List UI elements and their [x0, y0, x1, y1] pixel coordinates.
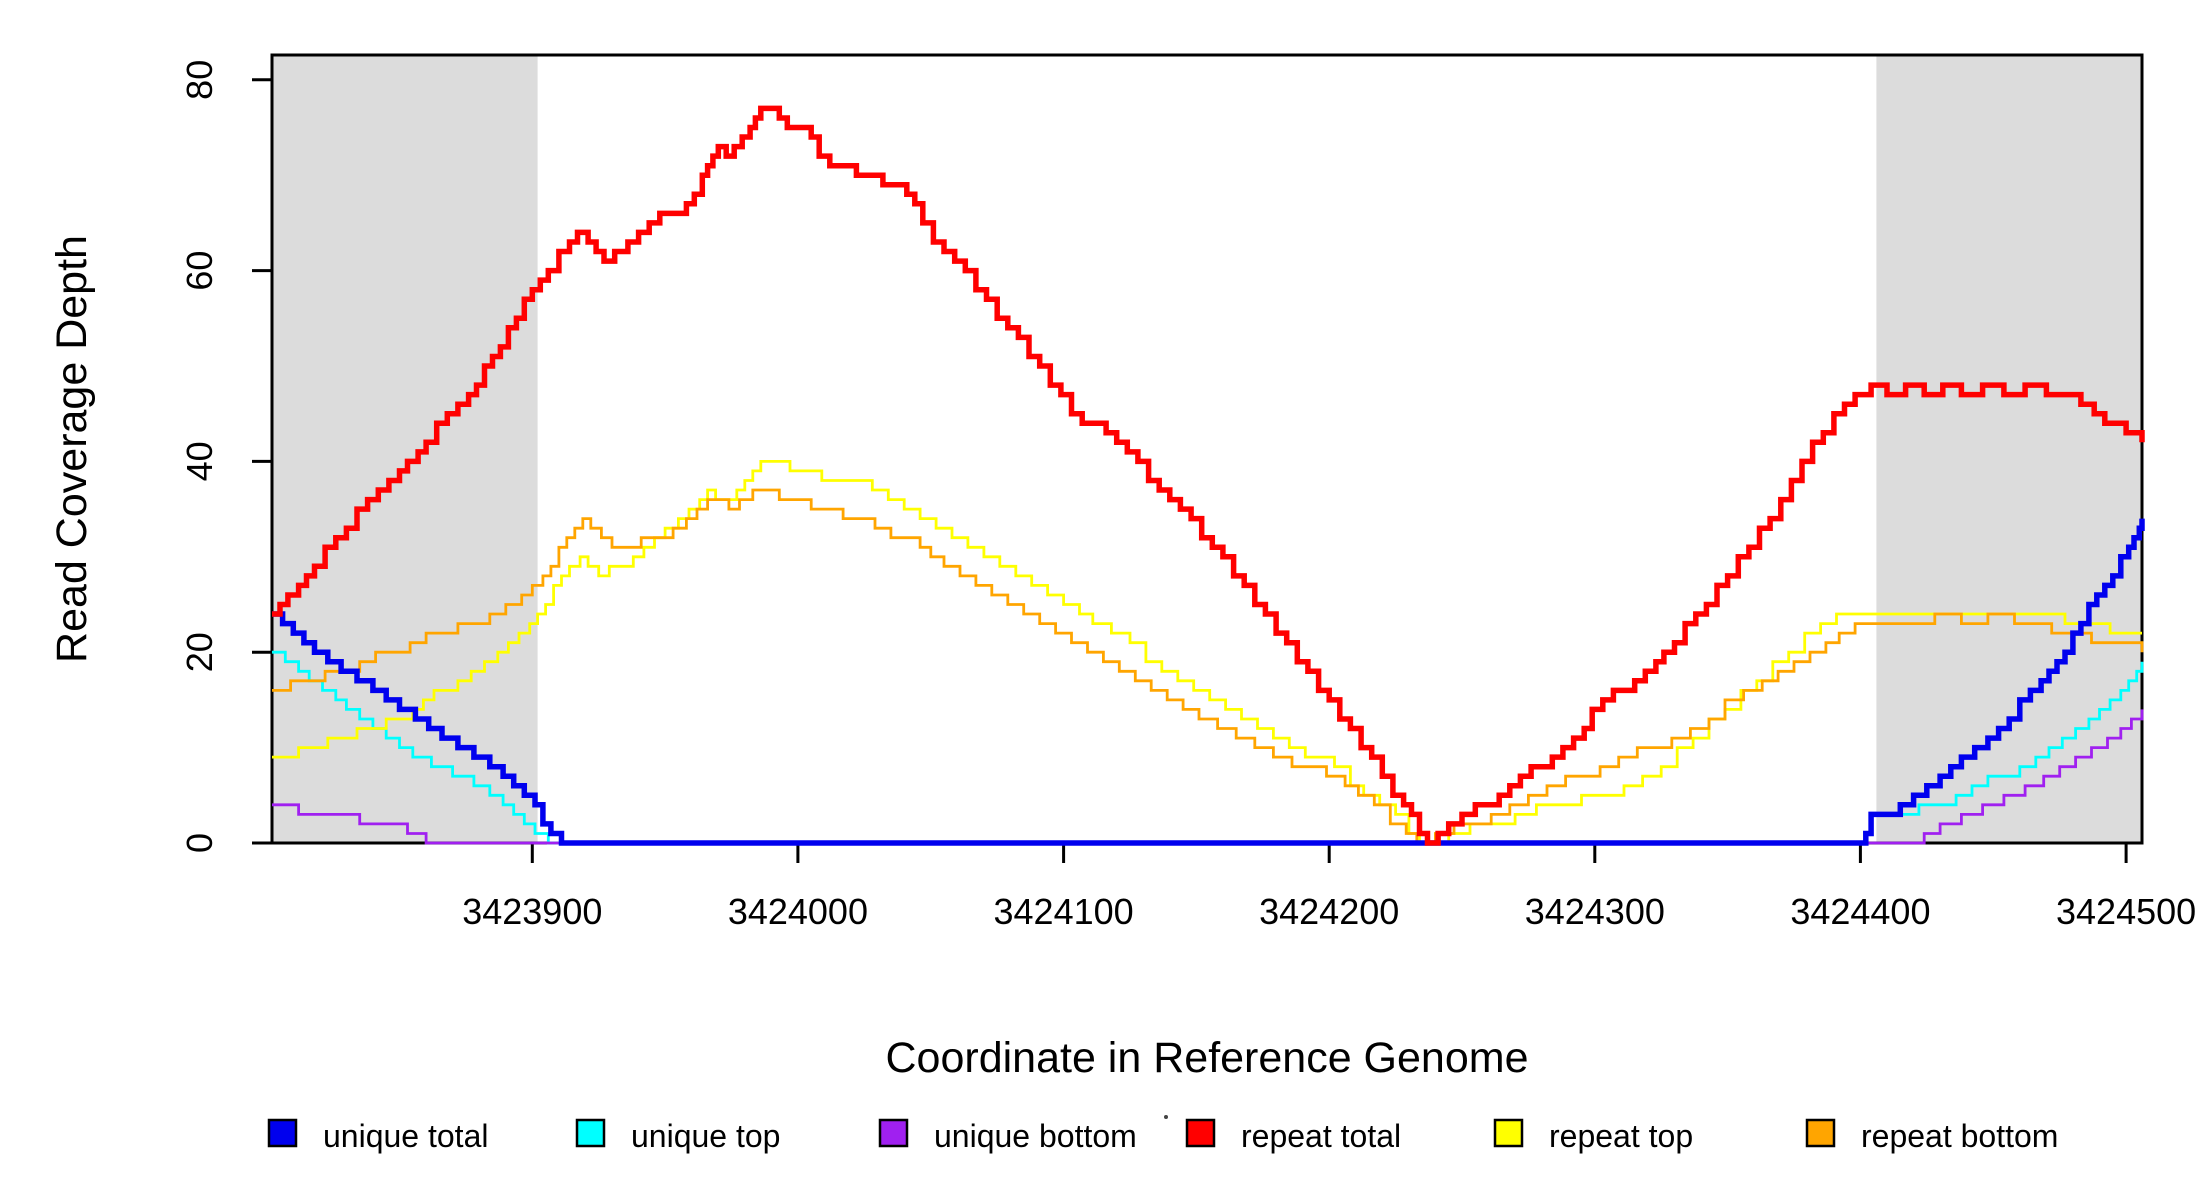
shaded-region-0: [272, 55, 538, 843]
x-tick-label: 3424500: [2056, 891, 2196, 932]
y-tick-label: 80: [179, 60, 220, 100]
legend-swatch-repeat-bottom: [1805, 1118, 1836, 1148]
legend-swatch-repeat-total: [1185, 1118, 1216, 1148]
legend-swatch-repeat-top: [1493, 1118, 1524, 1148]
y-tick-label: 40: [179, 441, 220, 481]
x-tick-label: 3424300: [1525, 891, 1665, 932]
y-tick-label: 0: [179, 833, 220, 853]
legend-swatch-unique-top: [575, 1118, 606, 1148]
shaded-bands: [272, 55, 2142, 843]
stray-dot: [1164, 1115, 1168, 1119]
series-line-unique-top: [272, 650, 2144, 845]
series-line-unique-total: [272, 518, 2145, 846]
series-line-repeat-bottom: [272, 488, 2144, 845]
y-tick-label: 20: [179, 632, 220, 672]
plot-border: [270, 53, 2144, 845]
legend-label-unique-bottom: unique bottom: [934, 1118, 1137, 1154]
legend-swatch-unique-total: [267, 1118, 298, 1148]
y-tick-label: 60: [179, 251, 220, 291]
legend-label-unique-top: unique top: [631, 1118, 780, 1154]
shaded-region-1: [1876, 55, 2142, 843]
series-line-unique-bottom: [272, 709, 2144, 845]
legend-label-unique-total: unique total: [323, 1118, 488, 1154]
legend-label-repeat-total: repeat total: [1241, 1118, 1401, 1154]
y-axis-title: Read Coverage Depth: [48, 235, 96, 663]
legend: unique total unique top unique bottom re…: [267, 1115, 2058, 1154]
legend-swatch-unique-bottom: [878, 1118, 909, 1148]
x-tick-label: 3423900: [462, 891, 602, 932]
x-tick-label: 3424100: [994, 891, 1134, 932]
x-tick-label: 3424400: [1790, 891, 1930, 932]
x-tick-label: 3424000: [728, 891, 868, 932]
legend-label-repeat-top: repeat top: [1549, 1118, 1693, 1154]
x-tick-label: 3424200: [1259, 891, 1399, 932]
series-lines: [272, 105, 2145, 846]
legend-label-repeat-bottom: repeat bottom: [1861, 1118, 2058, 1154]
series-line-repeat-top: [272, 460, 2142, 845]
x-axis-title: Coordinate in Reference Genome: [886, 1034, 1529, 1082]
axes: 3423900 3424000 3424100 3424200 3424300 34244…: [179, 60, 2196, 932]
series-line-repeat-total: [272, 105, 2145, 846]
